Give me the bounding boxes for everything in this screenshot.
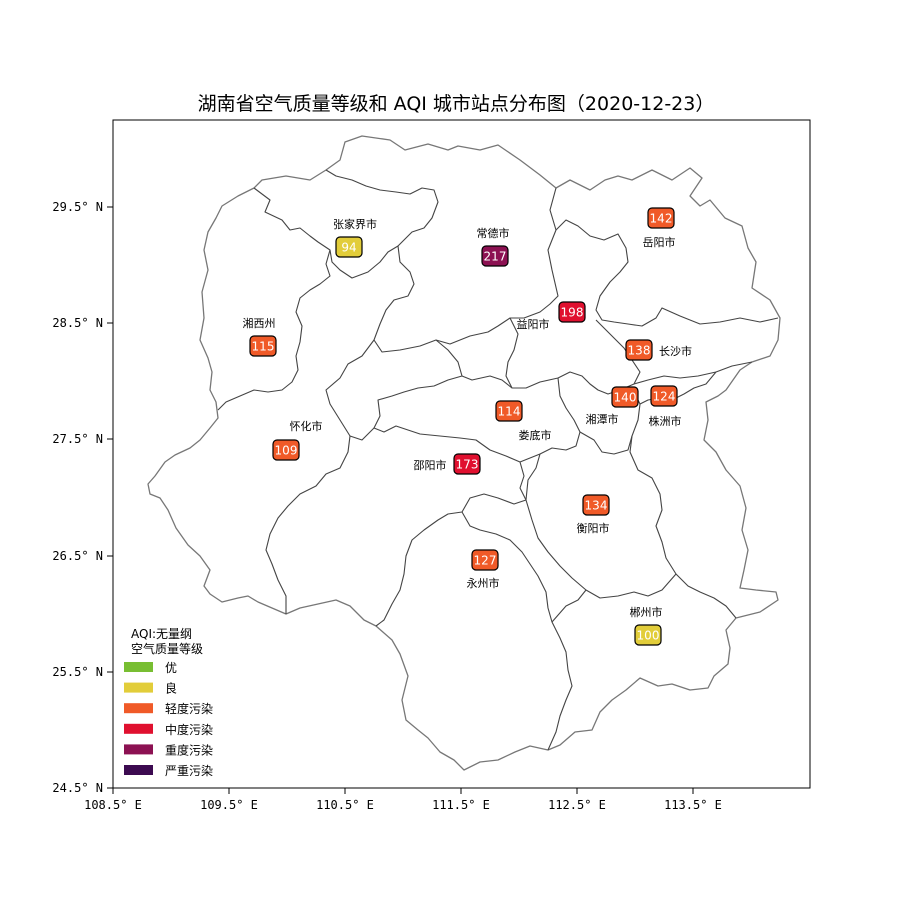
city-name-label: 永州市: [467, 576, 500, 590]
aqi-value: 198: [561, 306, 584, 320]
city-name-label: 常德市: [477, 226, 510, 240]
city-boundary-chenzhou: [551, 589, 587, 623]
city-name-label: 益阳市: [517, 317, 550, 331]
city-marker: 郴州市 100: [630, 605, 663, 646]
aqi-badge: [249, 335, 277, 357]
city-name-label: 怀化市: [290, 419, 323, 433]
aqi-value: 134: [585, 499, 608, 513]
city-name-label: 郴州市: [630, 605, 663, 619]
city-boundary-yueyang: [555, 219, 779, 327]
legend-swatch: [124, 765, 153, 775]
city-name-label: 张家界市: [333, 217, 377, 231]
legend-label: 良: [165, 681, 177, 696]
aqi-value: 127: [474, 554, 497, 568]
aqi-value: 173: [456, 458, 479, 472]
city-marker: 怀化市 109: [272, 419, 323, 461]
city-marker: 张家界市 94: [333, 217, 377, 258]
legend-swatch: [124, 744, 153, 755]
y-tick-label: 24.5° N: [52, 781, 103, 795]
y-tick-label: 25.5° N: [52, 665, 103, 679]
x-tick-label: 110.5° E: [316, 798, 374, 812]
city-boundary-yongzhou: [461, 511, 573, 751]
legend-swatch: [124, 703, 153, 714]
city-marker: 长沙市 138: [625, 339, 692, 361]
aqi-badge: [625, 339, 653, 361]
x-tick-label: 108.5° E: [84, 798, 142, 812]
aqi-badge: [558, 301, 586, 323]
aqi-badge: [471, 549, 499, 571]
aqi-badge: [611, 386, 639, 408]
legend-title-line2: 空气质量等级: [131, 641, 203, 656]
aqi-value: 217: [484, 250, 507, 264]
x-axis: 108.5° E 109.5° E 110.5° E 111.5° E 112.5° E…: [84, 788, 722, 812]
aqi-value: 138: [628, 344, 651, 358]
aqi-badge: [335, 236, 363, 258]
city-name-label: 娄底市: [519, 428, 552, 442]
legend-swatch: [124, 662, 153, 672]
x-tick-label: 112.5° E: [548, 798, 606, 812]
y-tick-label: 29.5° N: [52, 200, 103, 214]
city-marker: 株洲市 124: [649, 385, 682, 428]
aqi-badge: [647, 207, 675, 229]
aqi-badge: [650, 385, 678, 407]
city-name-label: 湘西州: [243, 316, 276, 330]
city-name-label: 邵阳市: [414, 458, 447, 472]
legend-label: 重度污染: [165, 742, 213, 757]
city-marker: 常德市 217: [477, 226, 510, 267]
map-title: 湖南省空气质量等级和 AQI 城市站点分布图（2020-12-23）: [198, 93, 715, 115]
aqi-value: 100: [637, 629, 660, 643]
aqi-badge: [634, 624, 662, 646]
aqi-value: 140: [614, 391, 637, 405]
x-tick-label: 113.5° E: [664, 798, 722, 812]
aqi-value: 109: [275, 444, 298, 458]
aqi-value: 124: [653, 390, 676, 404]
aqi-badge: [272, 439, 300, 461]
y-tick-label: 26.5° N: [52, 549, 103, 563]
city-boundary-changsha: [505, 317, 753, 389]
legend-label: 优: [165, 661, 177, 675]
legend-label: 中度污染: [165, 722, 213, 737]
legend-swatch: [124, 723, 153, 734]
legend-swatch: [124, 682, 153, 693]
city-marker: 衡阳市 134: [577, 494, 610, 535]
city-marker: 湘潭市 140: [586, 386, 639, 426]
city-boundary-zhuzhou: [629, 371, 737, 619]
city-name-label: 株洲市: [649, 414, 682, 428]
city-boundary-xiangxi: [217, 249, 331, 411]
province-boundary: [147, 135, 781, 771]
city-marker: 岳阳市 142: [643, 207, 676, 249]
city-marker: 湘西州 115: [243, 316, 277, 357]
city-markers: 张家界市 94 常德市 217 岳阳市 142 湘西州 115 益阳市 198 长沙市 138 怀化市 1…: [243, 207, 692, 646]
aqi-badge: [453, 453, 481, 475]
city-marker: 永州市 127: [467, 549, 500, 590]
aqi-badge: [582, 494, 610, 516]
city-boundary-loudi: [373, 375, 581, 463]
city-marker: 娄底市 114: [495, 400, 552, 442]
x-tick-label: 111.5° E: [432, 798, 490, 812]
legend-label: 严重污染: [165, 763, 213, 778]
aqi-value: 142: [650, 212, 673, 226]
aqi-value: 114: [498, 405, 521, 419]
city-marker: 邵阳市 173: [414, 453, 481, 475]
city-name-label: 衡阳市: [577, 521, 610, 535]
city-name-label: 湘潭市: [586, 412, 619, 426]
city-name-label: 长沙市: [659, 344, 692, 358]
aqi-badge: [481, 245, 509, 267]
aqi-value: 115: [252, 340, 275, 354]
city-marker: 益阳市 198: [517, 301, 586, 331]
city-name-label: 岳阳市: [643, 235, 676, 249]
legend-title-line1: AQI:无量纲: [131, 627, 192, 641]
city-boundary-zhangjiajie: [253, 169, 439, 279]
legend-label: 轻度污染: [165, 701, 213, 716]
city-boundary-changde: [373, 187, 559, 353]
city-boundary-huaihua: [265, 339, 375, 614]
y-axis: 29.5° N 28.5° N 27.5° N 26.5° N 25.5° N 24.5°…: [52, 200, 113, 795]
y-tick-label: 27.5° N: [52, 432, 103, 446]
aqi-value: 94: [341, 241, 356, 255]
x-tick-label: 109.5° E: [200, 798, 258, 812]
y-tick-label: 28.5° N: [52, 316, 103, 330]
aqi-badge: [495, 400, 523, 422]
